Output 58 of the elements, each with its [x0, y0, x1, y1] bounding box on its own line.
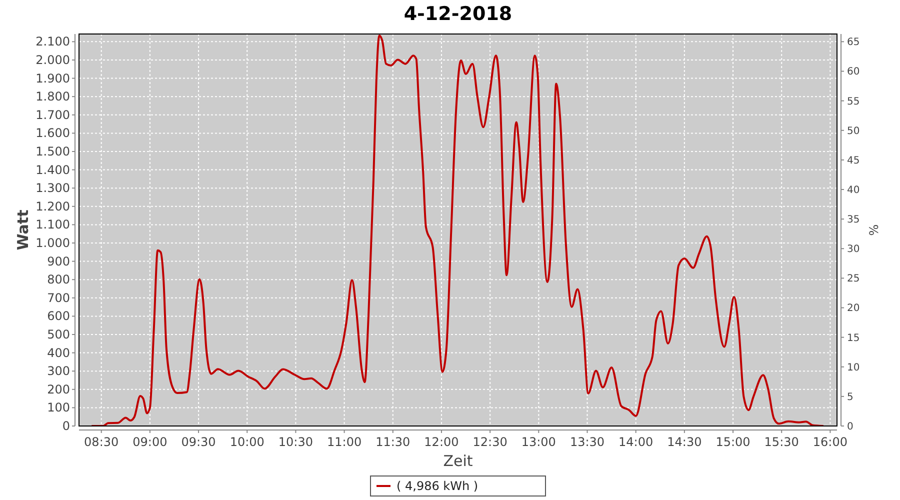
y2-tick-label: 60	[847, 66, 860, 78]
y-axis-title: Watt	[14, 210, 32, 250]
y-tick-label: 0	[62, 419, 70, 433]
x-tick-label: 15:30	[764, 435, 799, 449]
y-tick-label: 1.300	[36, 181, 70, 196]
x-tick-label: 09:00	[132, 435, 168, 449]
x-tick-label: 15:00	[716, 435, 750, 449]
y-tick-label: 1.000	[36, 236, 70, 250]
x-axis-title: Zeit	[443, 452, 473, 470]
y-tick-label: 1.500	[36, 144, 70, 158]
y-tick-label: 2.100	[36, 34, 70, 49]
y2-tick-label: 35	[847, 214, 860, 226]
y-tick-label: 700	[47, 290, 70, 305]
y-tick-label: 500	[47, 327, 70, 342]
y-tick-label: 200	[47, 382, 70, 396]
y2-tick-label: 40	[847, 185, 860, 196]
chart-title: 4-12-2018	[404, 3, 512, 25]
y2-axis-title: %	[867, 224, 881, 236]
y-tick-label: 600	[47, 309, 70, 324]
y-tick-label: 1.400	[36, 162, 70, 177]
y-tick-label: 1.100	[36, 218, 70, 232]
x-tick-label: 08:30	[84, 435, 119, 449]
x-tick-label: 10:00	[230, 435, 264, 449]
y2-tick-label: 55	[847, 96, 860, 108]
x-tick-label: 12:00	[424, 435, 459, 449]
y2-tick-label: 25	[847, 274, 860, 285]
legend-label: ( 4,986 kWh )	[396, 479, 478, 493]
x-tick-label: 10:30	[278, 435, 314, 449]
y-tick-label: 1.600	[36, 126, 70, 140]
y2-tick-label: 20	[847, 303, 860, 314]
line-series	[90, 34, 824, 426]
y-tick-label: 1.200	[36, 199, 70, 214]
x-tick-label: 13:00	[521, 435, 556, 449]
x-tick-label: 13:30	[570, 435, 605, 449]
y2-tick-label: 10	[847, 362, 860, 374]
y2-tick-label: 30	[847, 244, 860, 256]
y2-tick-label: 50	[847, 126, 860, 137]
y2-tick-label: 5	[847, 392, 854, 403]
x-tick-label: 14:30	[667, 435, 702, 449]
x-tick-label: 14:00	[618, 435, 654, 449]
y2-tick-label: 65	[847, 37, 860, 48]
y-tick-label: 800	[47, 272, 70, 287]
y-tick-label: 900	[47, 254, 70, 268]
y-tick-label: 1.700	[36, 108, 70, 122]
x-tick-label: 11:00	[327, 435, 362, 449]
x-tick-label: 11:30	[376, 435, 410, 449]
y-tick-label: 100	[47, 400, 70, 415]
y-tick-label: 2.000	[36, 52, 70, 67]
y-tick-label: 1.800	[36, 90, 70, 104]
y2-tick-label: 15	[847, 332, 860, 344]
y-tick-label: 1.900	[36, 71, 70, 86]
y-tick-label: 400	[47, 346, 70, 360]
y-tick-label: 300	[47, 364, 70, 378]
y2-tick-label: 45	[847, 155, 860, 166]
y2-tick-label: 0	[847, 422, 854, 432]
x-tick-label: 12:30	[472, 435, 508, 449]
x-tick-label: 09:30	[181, 435, 216, 449]
x-tick-label: 16:00	[812, 435, 848, 449]
